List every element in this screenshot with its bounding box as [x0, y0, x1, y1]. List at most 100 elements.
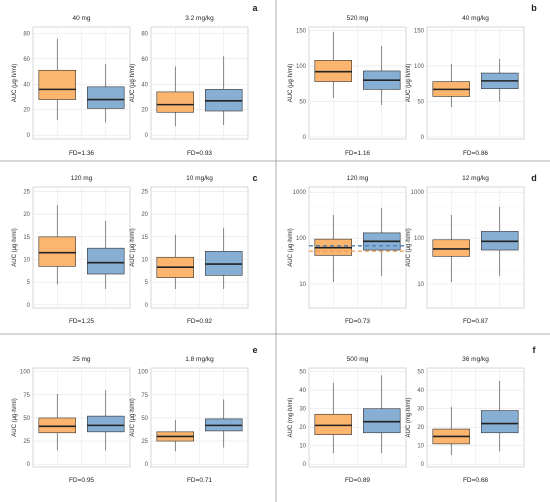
y-axis-label: AUC (μg·h/ml)	[130, 398, 136, 436]
panel-letter: c	[252, 173, 257, 183]
panel-title: 40 mg	[72, 15, 90, 22]
y-tick-label: 100	[296, 236, 307, 242]
y-axis-label: AUC (mg·h/ml)	[288, 397, 294, 437]
panel-title: 40 mg/kg	[462, 15, 489, 22]
box-orange	[38, 393, 76, 451]
box-iqr	[87, 86, 125, 109]
y-axis-label: AUC (μg·h/ml)	[288, 228, 294, 266]
panel-letter: b	[531, 3, 537, 13]
box-orange	[156, 234, 194, 289]
y-tick-label: 80	[141, 31, 148, 37]
y-tick-label: 10	[299, 282, 306, 288]
box-blue	[363, 375, 401, 454]
y-tick-label: 30	[417, 407, 424, 413]
box-iqr	[314, 413, 352, 435]
box-blue	[205, 399, 243, 448]
y-axis-label: AUC (μg·h/ml)	[406, 228, 412, 266]
y-tick-label: 100	[20, 370, 31, 376]
y-tick-label: 50	[417, 370, 424, 376]
box-orange	[156, 66, 194, 127]
y-tick-label: 75	[141, 393, 148, 399]
y-tick-label: 20	[417, 425, 424, 431]
box-blue	[87, 390, 125, 451]
y-tick-label: 50	[299, 370, 306, 376]
chart-panel-4: 0 50 100 150 40 mg/kg AUC (μg·h/ml) FD=0.86 b	[406, 3, 537, 157]
chart-panel-9: 0 25 50 75 100 25 mg AUC (μg·h/ml) FD=0.95	[12, 356, 131, 484]
panel-title: 10 mg/kg	[186, 175, 213, 182]
y-tick-label: 40	[417, 388, 424, 394]
box-orange	[156, 419, 194, 452]
panel-title: 25 mg	[72, 356, 90, 363]
panel-title: 1.8 mg/kg	[185, 356, 214, 363]
y-tick-label: 20	[23, 212, 30, 218]
y-tick-label: 20	[299, 425, 306, 431]
y-tick-label: 50	[299, 99, 306, 105]
panel-letter: a	[252, 3, 258, 13]
box-blue	[87, 63, 125, 123]
y-tick-label: 0	[27, 133, 31, 139]
y-tick-label: 25	[141, 190, 148, 196]
box-orange	[314, 31, 352, 98]
fd-label: FD=0.86	[463, 150, 488, 157]
box-orange	[38, 205, 76, 285]
chart-panel-6: 0 5 10 15 20 25 10 mg/kg AUC (μg·h/ml) FD=0.92 c	[130, 173, 258, 325]
y-tick-label: 20	[23, 108, 30, 114]
y-tick-label: 40	[23, 82, 30, 88]
box-orange	[38, 38, 76, 120]
y-tick-label: 20	[141, 108, 148, 114]
y-tick-label: 40	[141, 82, 148, 88]
box-orange	[432, 406, 470, 455]
y-tick-label: 0	[145, 303, 149, 309]
box-blue	[87, 220, 125, 289]
y-tick-label: 100	[138, 370, 149, 376]
chart-panel-1: 0 20 40 60 80 40 mg AUC (μg·h/ml) FD=1.36	[12, 15, 131, 157]
fd-label: FD=1.16	[345, 150, 370, 157]
chart-panel-3: 0 50 100 150 520 mg AUC (μg·h/ml) FD=1.16	[288, 15, 407, 157]
chart-panel-5: 0 5 10 15 20 25 120 mg AUC (μg·h/ml) FD=1.25	[12, 175, 131, 325]
chart-panel-12: 0 10 20 30 40 50 36 mg/kg AUC (mg·h/ml) FD=0.68 f	[406, 345, 537, 484]
box-iqr	[432, 239, 470, 257]
box-iqr	[363, 408, 401, 434]
panel-title: 120 mg	[347, 175, 369, 182]
y-tick-label: 60	[23, 57, 30, 63]
box-iqr	[87, 415, 125, 433]
box-iqr	[156, 91, 194, 113]
y-axis-label: AUC (μg·h/ml)	[130, 64, 136, 102]
fd-label: FD=0.89	[345, 477, 370, 484]
y-tick-label: 20	[141, 212, 148, 218]
y-tick-label: 15	[141, 235, 148, 241]
box-orange	[432, 63, 470, 108]
panel-letter: d	[531, 173, 537, 183]
y-tick-label: 50	[23, 416, 30, 422]
y-tick-label: 5	[145, 280, 149, 286]
y-axis-label: AUC (μg·h/ml)	[12, 64, 18, 102]
fd-label: FD=0.95	[69, 477, 94, 484]
chart-panel-10: 0 25 50 75 100 1.8 mg/kg AUC (μg·h/ml) FD=0.71 e	[130, 345, 258, 484]
y-tick-label: 10	[299, 444, 306, 450]
y-tick-label: 10	[417, 444, 424, 450]
fd-label: FD=0.92	[187, 318, 212, 325]
y-tick-label: 25	[23, 190, 30, 196]
box-orange	[314, 382, 352, 454]
y-axis-label: AUC (μg·h/ml)	[288, 64, 294, 102]
y-tick-label: 0	[303, 135, 307, 141]
y-tick-label: 30	[299, 407, 306, 413]
panel-title: 120 mg	[71, 175, 93, 182]
y-tick-label: 60	[141, 57, 148, 63]
box-blue	[481, 380, 519, 452]
y-tick-label: 50	[141, 416, 148, 422]
fd-label: FD=0.87	[463, 318, 488, 325]
box-blue	[481, 206, 519, 276]
y-tick-label: 10	[23, 258, 30, 264]
fd-label: FD=0.73	[345, 318, 370, 325]
y-tick-label: 10	[141, 258, 148, 264]
y-tick-label: 0	[421, 135, 425, 141]
panel-title: 520 mg	[347, 15, 369, 22]
y-axis-label: AUC (μg·h/ml)	[406, 64, 412, 102]
y-tick-label: 0	[421, 462, 425, 468]
y-tick-label: 1000	[293, 190, 307, 196]
chart-panel-8: 10 100 1000 12 mg/kg AUC (μg·h/ml) FD=0.87 d	[406, 173, 537, 325]
chart-panel-2: 0 20 40 60 80 3.2 mg/kg AUC (μg·h/ml) FD=0.93 a	[130, 3, 258, 157]
y-tick-label: 75	[23, 393, 30, 399]
y-tick-label: 100	[414, 236, 425, 242]
